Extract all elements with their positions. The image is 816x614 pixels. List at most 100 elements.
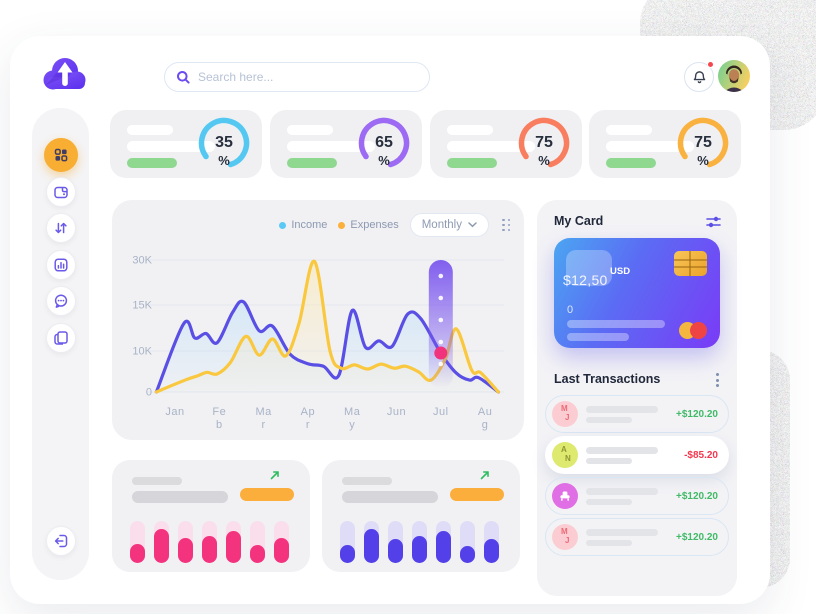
svg-text:10K: 10K bbox=[132, 346, 152, 358]
progress-gauge: 65 % bbox=[354, 112, 416, 176]
expenses-dot-icon bbox=[338, 221, 346, 229]
legend-expenses-label: Expenses bbox=[350, 219, 399, 231]
income-expenses-chart: 0 10K 15K 30K Jan Fe b Ma r Ap r Ma y Jun Jul Au g bbox=[132, 255, 504, 431]
legend-income-label: Income bbox=[291, 219, 328, 231]
grid-icon bbox=[54, 148, 67, 162]
sidebar-item-wallet[interactable] bbox=[45, 176, 76, 207]
skeleton-bar bbox=[132, 491, 228, 503]
sidebar-item-transfers[interactable] bbox=[45, 213, 76, 243]
value-pill bbox=[240, 488, 294, 501]
chart-legend: Income Expenses Monthly bbox=[279, 213, 512, 237]
chart-options-menu[interactable] bbox=[500, 217, 512, 234]
sidebar-logout-button[interactable] bbox=[45, 526, 76, 556]
notifications-button[interactable] bbox=[684, 61, 714, 92]
chat-icon bbox=[54, 294, 67, 308]
avatar-initial: N bbox=[565, 454, 571, 463]
card-skeleton-bar bbox=[567, 320, 665, 328]
gauge-unit: % bbox=[218, 153, 230, 168]
bar-fill bbox=[364, 529, 379, 563]
svg-text:Apr: Ap r bbox=[301, 406, 315, 431]
stat-card-4: 75 % bbox=[589, 110, 741, 178]
gauge-arc bbox=[358, 117, 410, 168]
transaction-avatar bbox=[552, 483, 578, 509]
income-expenses-panel: 0 10K 15K 30K Jan Fe b Ma r Ap r Ma y Jun Jul Au g Incom… bbox=[112, 200, 524, 440]
svg-text:Feb: Fe b bbox=[212, 406, 226, 431]
bar-track bbox=[226, 521, 241, 563]
bar-fill bbox=[484, 539, 499, 563]
skeleton-bar bbox=[606, 125, 652, 135]
skeleton-bar-green bbox=[447, 158, 497, 168]
avatar-initial: J bbox=[565, 536, 570, 545]
transaction-avatar: M J bbox=[552, 401, 578, 427]
skeleton-bar bbox=[447, 125, 493, 135]
bar-track bbox=[154, 521, 169, 563]
sidebar bbox=[32, 108, 89, 580]
gauge-unit: % bbox=[697, 153, 709, 168]
progress-gauge: 75 % bbox=[673, 112, 735, 176]
dashboard-window: 35 % 65 % 75 % 75 % bbox=[10, 36, 770, 604]
transaction-skeleton bbox=[586, 405, 676, 423]
skeleton-bar bbox=[342, 491, 438, 503]
bar-fill bbox=[436, 531, 451, 563]
bar-track bbox=[202, 521, 217, 563]
bar-track bbox=[412, 521, 427, 563]
transaction-row[interactable]: A N -$85.20 bbox=[545, 436, 729, 474]
bar-fill bbox=[130, 544, 145, 563]
transaction-row[interactable]: +$120.20 bbox=[545, 477, 729, 515]
gauge-arc bbox=[518, 117, 570, 168]
svg-text:0: 0 bbox=[146, 387, 152, 399]
transactions-options-menu[interactable] bbox=[714, 371, 721, 389]
bar-fill bbox=[460, 546, 475, 563]
last-transactions-title: Last Transactions bbox=[554, 372, 661, 386]
mini-bar-chart bbox=[130, 521, 289, 563]
sidebar-item-dashboard[interactable] bbox=[43, 138, 78, 172]
gauge-value: 75 bbox=[694, 134, 712, 151]
transaction-avatar: A N bbox=[552, 442, 578, 468]
card-currency: USD bbox=[610, 266, 631, 277]
my-card-title: My Card bbox=[554, 214, 604, 228]
bar-track bbox=[364, 521, 379, 563]
gauge-unit: % bbox=[378, 153, 390, 168]
bar-fill bbox=[154, 529, 169, 563]
avatar-photo bbox=[718, 60, 750, 92]
transaction-amount: +$120.20 bbox=[676, 531, 718, 543]
avatar-initial: J bbox=[565, 413, 570, 422]
sidebar-item-messages[interactable] bbox=[45, 286, 76, 316]
legend-income[interactable]: Income bbox=[279, 219, 327, 231]
trend-up-icon bbox=[480, 471, 489, 480]
card-balance: $12,50 bbox=[563, 272, 608, 288]
skeleton-bar bbox=[606, 141, 694, 152]
user-avatar[interactable] bbox=[718, 60, 750, 92]
sidebar-item-documents[interactable] bbox=[45, 322, 76, 353]
stat-card-1: 35 % bbox=[110, 110, 262, 178]
documents-icon bbox=[53, 330, 68, 345]
card-sub-value: 0 bbox=[567, 304, 574, 316]
bar-track bbox=[340, 521, 355, 563]
legend-expenses[interactable]: Expenses bbox=[338, 219, 399, 231]
skeleton-bar bbox=[447, 141, 535, 152]
transaction-row[interactable]: M J +$120.20 bbox=[545, 395, 729, 433]
range-selector[interactable]: Monthly bbox=[409, 213, 489, 237]
stat-card-3: 75 % bbox=[430, 110, 582, 178]
credit-card: $12,50 USD 0 bbox=[554, 238, 720, 348]
sidebar-item-analytics[interactable] bbox=[45, 249, 76, 280]
gauge-unit: % bbox=[538, 153, 550, 168]
card-settings-icon[interactable] bbox=[705, 215, 722, 229]
mastercard-icon bbox=[690, 322, 707, 339]
bar-track bbox=[178, 521, 193, 563]
mini-chart-card-pink bbox=[112, 460, 310, 572]
skeleton-bar bbox=[127, 141, 215, 152]
bar-track bbox=[460, 521, 475, 563]
mini-bar-chart bbox=[340, 521, 499, 563]
transaction-amount: +$120.20 bbox=[676, 408, 718, 420]
bar-track bbox=[388, 521, 403, 563]
skeleton-bar bbox=[342, 477, 392, 485]
svg-text:30K: 30K bbox=[132, 255, 152, 267]
logout-icon bbox=[54, 534, 67, 548]
transaction-row[interactable]: M J +$120.20 bbox=[545, 518, 729, 556]
search-input[interactable] bbox=[198, 70, 398, 84]
skeleton-bar bbox=[287, 141, 375, 152]
income-dot-icon bbox=[279, 221, 287, 229]
svg-text:May: Ma y bbox=[344, 406, 361, 431]
progress-gauge: 75 % bbox=[514, 112, 576, 176]
